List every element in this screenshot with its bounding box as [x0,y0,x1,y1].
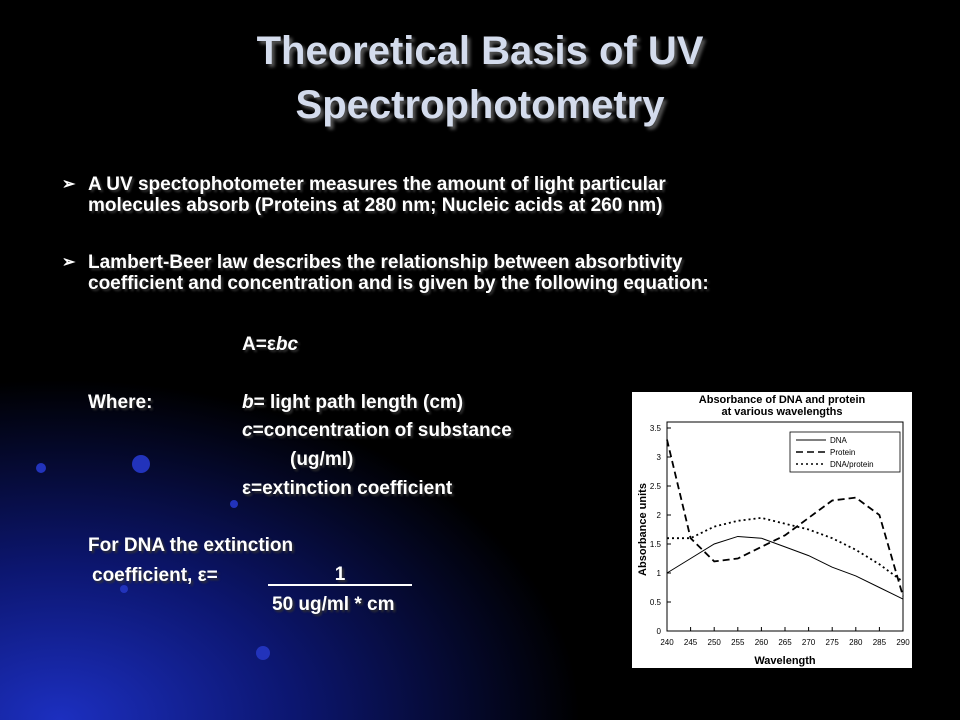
x-tick-label: 290 [896,638,910,647]
x-tick-label: 285 [873,638,887,647]
where-var: c [242,420,253,441]
x-tick-label: 265 [778,638,792,647]
y-tick-label: 1 [657,569,662,578]
x-tick-label: 275 [826,638,840,647]
bullet-text: A UV spectophotometer measures the amoun… [88,174,666,195]
where-text: = light path length (cm) [253,392,464,413]
x-tick-label: 270 [802,638,816,647]
where-var: b [242,392,254,413]
legend-label: DNA [830,436,848,445]
decor-dot [132,455,150,473]
x-tick-label: 250 [708,638,722,647]
chart-title: at various wavelengths [721,406,842,418]
decor-dot [120,585,128,593]
x-tick-label: 280 [849,638,863,647]
equation: A=εbc [242,334,298,355]
y-tick-label: 0.5 [650,598,662,607]
bullet-marker: ➢ [62,176,76,193]
decor-dot [36,463,46,473]
y-tick-label: 1.5 [650,540,662,549]
where-text: (ug/ml) [290,449,354,470]
bullet-marker: ➢ [62,254,76,271]
where-item: b= light path length (cm) [242,392,463,413]
legend-label: Protein [830,448,855,457]
slide-title: Theoretical Basis of UV [256,29,704,73]
bullet-text: coefficient and concentration and is giv… [88,273,709,294]
note-text: For DNA the extinction [88,535,294,556]
where-item: ε=extinction coefficient [242,478,452,499]
where-item: c=concentration of substance [242,420,512,441]
decor-dot [230,500,238,508]
note-text: coefficient, ε= [92,565,218,586]
fraction-denominator: 50 ug/ml * cm [272,594,395,615]
equation-var: bc [275,334,299,355]
chart-title: Absorbance of DNA and protein [699,394,866,406]
decor-dot [256,646,270,660]
y-tick-label: 0 [657,627,662,636]
y-tick-label: 2.5 [650,482,662,491]
y-tick-label: 3.5 [650,424,662,433]
x-tick-label: 260 [755,638,769,647]
x-tick-label: 240 [660,638,674,647]
where-label: Where: [88,392,153,413]
x-tick-label: 255 [731,638,745,647]
x-tick-label: 245 [684,638,698,647]
bullet-text: Lambert-Beer law describes the relations… [88,252,683,273]
where-text: ε=extinction coefficient [242,478,453,499]
series-line [666,535,904,600]
series-line [667,516,904,583]
equation-text: A=ε [242,334,276,355]
x-axis-label: Wavelength [754,655,816,667]
y-tick-label: 3 [657,453,662,462]
series-line [666,439,904,597]
bullet-text: molecules absorb (Proteins at 280 nm; Nu… [88,195,663,216]
slide-title: Spectrophotometry [295,83,665,127]
where-text: =concentration of substance [252,420,512,441]
where-item: (ug/ml) [290,449,353,470]
y-tick-label: 2 [657,511,662,520]
fraction-numerator: 1 [268,565,412,586]
legend-label: DNA/protein [830,460,874,469]
y-axis-label: Absorbance units [637,483,649,576]
